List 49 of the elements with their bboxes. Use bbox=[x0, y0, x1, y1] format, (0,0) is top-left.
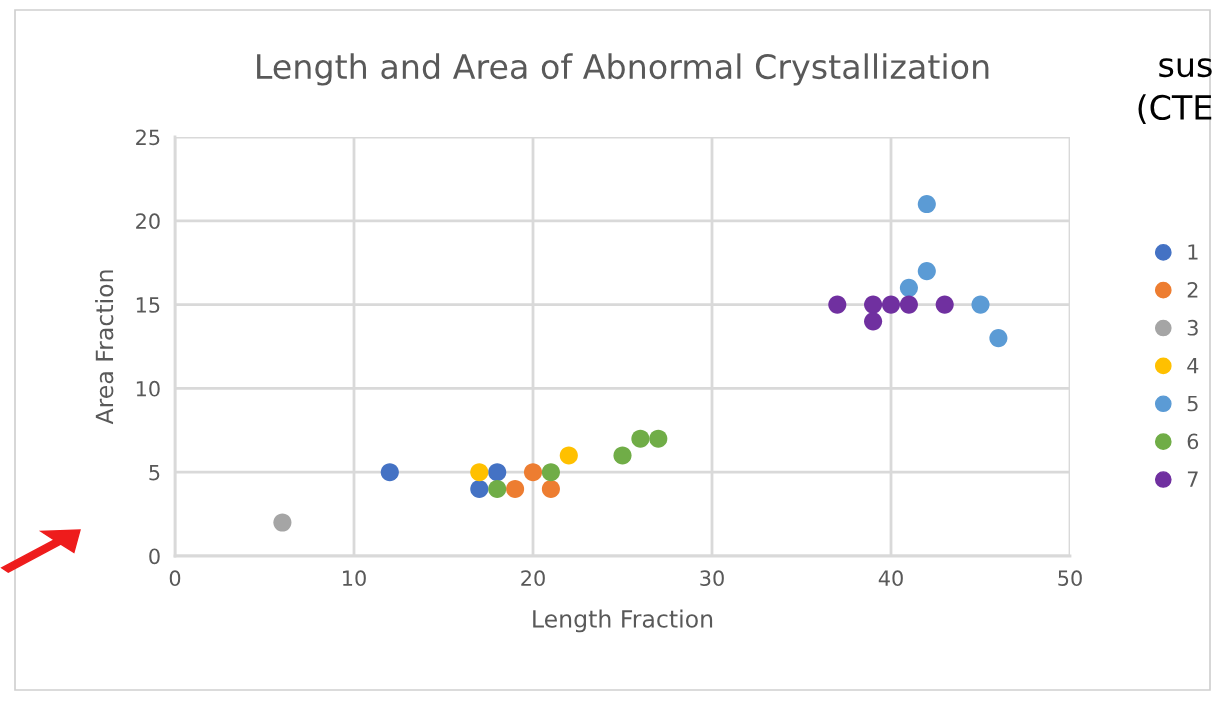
point bbox=[935, 295, 954, 314]
point bbox=[971, 295, 990, 314]
text: sus bbox=[1159, 58, 1212, 78]
point bbox=[523, 463, 543, 482]
point bbox=[899, 295, 918, 314]
x-tick-label: 0 bbox=[169, 570, 181, 587]
point bbox=[881, 295, 901, 314]
legend-label: 5 bbox=[1187, 395, 1198, 412]
point bbox=[470, 463, 489, 482]
point bbox=[541, 463, 560, 482]
y-tick-label: 0 bbox=[149, 548, 160, 565]
legend-label: 7 bbox=[1187, 471, 1198, 487]
x-tick-label: 30 bbox=[700, 570, 724, 587]
legend-label: 6 bbox=[1187, 433, 1199, 450]
x-axis-title: Length Fraction bbox=[533, 609, 713, 633]
legend-label: 2 bbox=[1187, 281, 1198, 298]
y-tick-label: 5 bbox=[149, 464, 160, 481]
x-tick-label: 40 bbox=[878, 570, 903, 587]
y-tick-label: 10 bbox=[136, 380, 160, 397]
y-tick-label: 20 bbox=[136, 213, 160, 230]
point bbox=[541, 479, 560, 499]
legend-label: 4 bbox=[1187, 358, 1199, 374]
y-tick-label: 25 bbox=[136, 129, 160, 146]
point bbox=[917, 262, 936, 281]
chart-title: Length and Area of Abnormal Crystallization bbox=[257, 53, 989, 86]
y-axis-title: Area Fraction bbox=[95, 270, 114, 425]
point bbox=[488, 479, 507, 499]
x-tick-label: 20 bbox=[521, 570, 545, 587]
legend-label: 1 bbox=[1188, 244, 1198, 260]
point bbox=[631, 429, 650, 448]
point bbox=[559, 446, 578, 465]
text: (CTE bbox=[1138, 94, 1212, 124]
point bbox=[864, 295, 883, 314]
point bbox=[488, 463, 507, 482]
y-tick-label: 15 bbox=[136, 297, 160, 313]
point bbox=[917, 194, 936, 214]
x-tick-label: 50 bbox=[1058, 570, 1082, 587]
point bbox=[506, 479, 525, 499]
point bbox=[649, 429, 668, 448]
legend-label: 3 bbox=[1187, 319, 1198, 336]
point bbox=[864, 312, 883, 331]
point bbox=[380, 463, 399, 482]
point bbox=[273, 513, 292, 532]
point bbox=[989, 329, 1008, 348]
point bbox=[613, 446, 632, 465]
point bbox=[899, 278, 918, 297]
point bbox=[828, 295, 847, 314]
x-tick-label: 10 bbox=[343, 570, 366, 587]
point bbox=[470, 479, 489, 499]
